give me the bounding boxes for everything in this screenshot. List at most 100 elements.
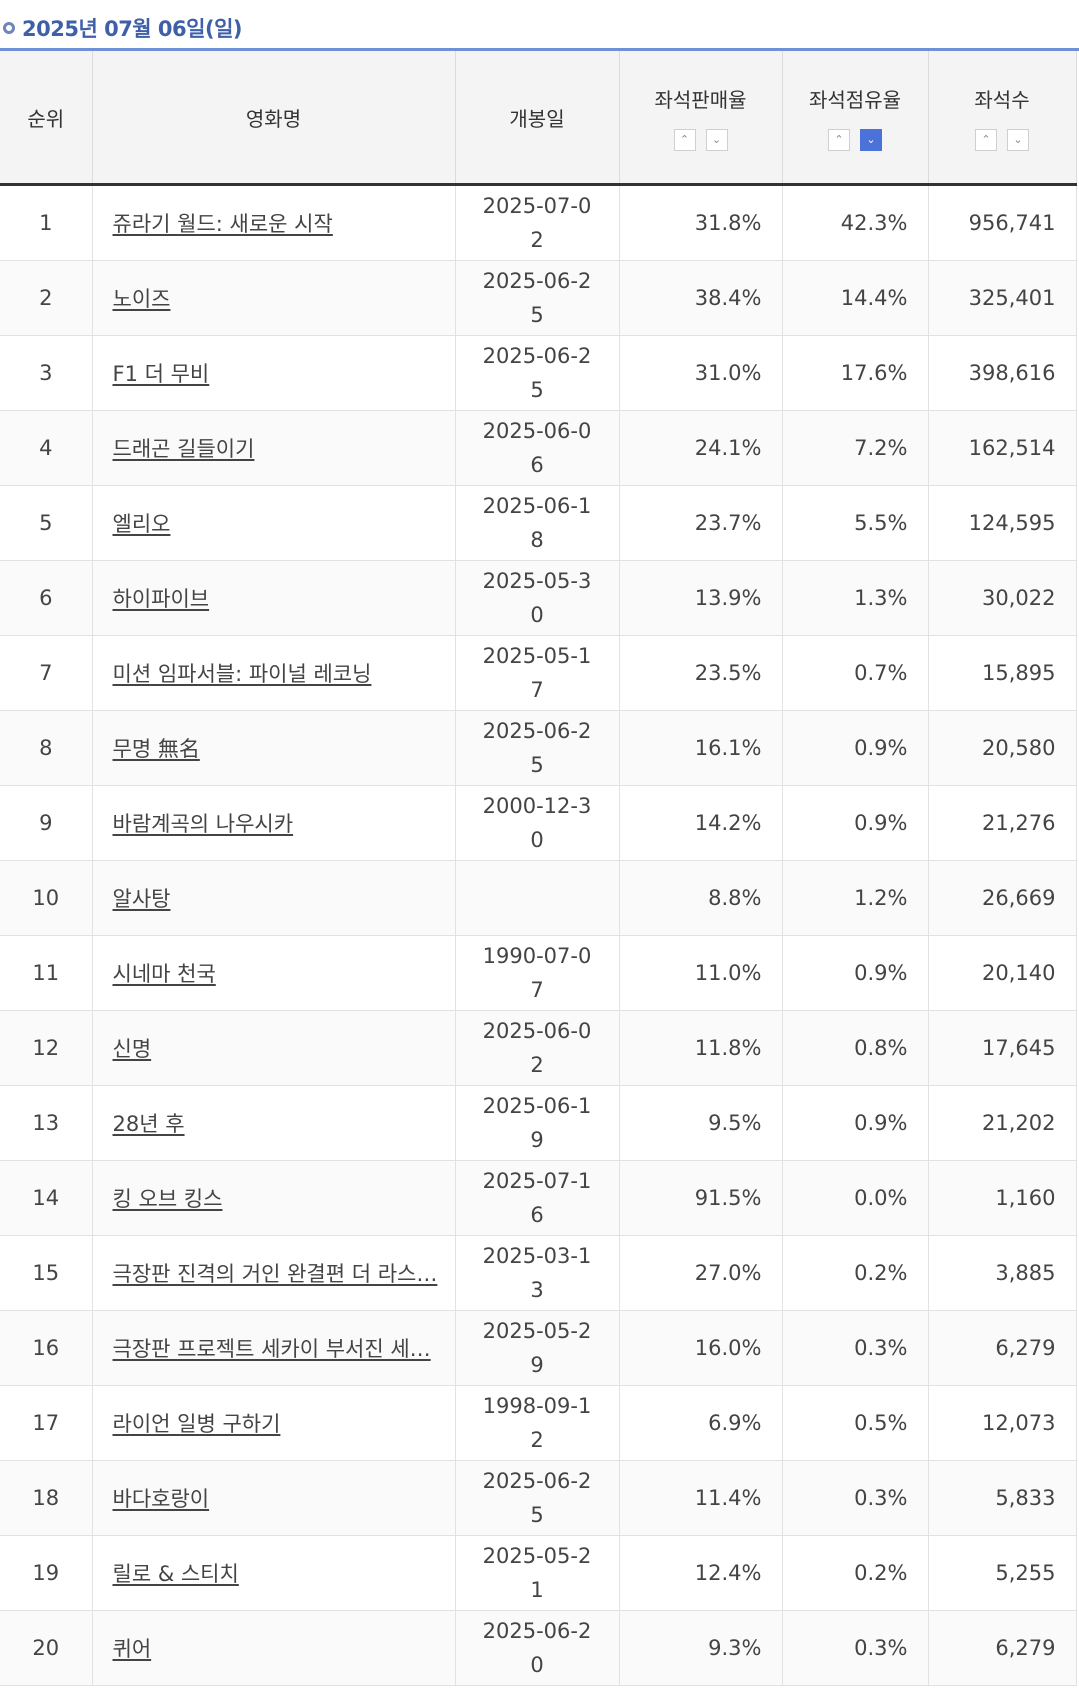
seats-cell: 26,669 [928, 860, 1077, 936]
rank-cell: 12 [0, 1010, 93, 1086]
title-cell: 엘리오 [92, 485, 456, 561]
rank-cell: 18 [0, 1460, 93, 1536]
movie-title-link[interactable]: F1 더 무비 [112, 362, 210, 386]
header-divider [0, 48, 1079, 51]
sales-rate-cell: 24.1% [619, 410, 783, 486]
sort-desc-seats-button[interactable]: ⌄ [1007, 128, 1029, 151]
chevron-down-icon: ⌄ [711, 133, 722, 146]
column-header-rank: 순위 [0, 51, 93, 186]
sales-rate-cell: 9.5% [619, 1085, 783, 1161]
seats-cell: 325,401 [928, 260, 1077, 336]
seats-cell: 956,741 [928, 184, 1077, 261]
movie-title-link[interactable]: 28년 후 [112, 1112, 185, 1136]
circle-bullet-icon [3, 22, 15, 34]
title-cell: 노이즈 [92, 260, 456, 336]
release-date-cell: 2025-06-06 [455, 410, 620, 486]
movie-title-link[interactable]: 노이즈 [112, 287, 171, 311]
seats-cell: 15,895 [928, 635, 1077, 711]
sales-rate-cell: 9.3% [619, 1610, 783, 1686]
sales-rate-cell: 14.2% [619, 785, 783, 861]
occupancy-cell: 1.3% [782, 560, 929, 636]
occupancy-cell: 0.7% [782, 635, 929, 711]
title-cell: 바람계곡의 나우시카 [92, 785, 456, 861]
title-cell: 쥬라기 월드: 새로운 시작 [92, 184, 456, 261]
occupancy-cell: 14.4% [782, 260, 929, 336]
title-cell: 라이언 일병 구하기 [92, 1385, 456, 1461]
seats-cell: 30,022 [928, 560, 1077, 636]
table-row: 16 극장판 프로젝트 세카이 부서진 세… 2025-05-29 16.0% 0.3%… [0, 1310, 1077, 1386]
sales-rate-cell: 16.0% [619, 1310, 783, 1386]
table-row: 1 쥬라기 월드: 새로운 시작 2025-07-02 31.8% 42.3% 956,7… [0, 184, 1077, 261]
boxoffice-table: 순위 영화명 개봉일 좌석판매율 ⌃ ⌄ 좌석점유율 [0, 51, 1077, 1686]
title-cell: F1 더 무비 [92, 335, 456, 411]
sort-asc-sales-button[interactable]: ⌃ [673, 128, 696, 151]
column-header-sales-rate: 좌석판매율 ⌃ ⌄ [619, 51, 783, 186]
table-row: 20 퀴어 2025-06-20 9.3% 0.3% 6,279 [0, 1610, 1077, 1686]
movie-title-link[interactable]: 하이파이브 [112, 587, 210, 611]
occupancy-cell: 0.3% [782, 1610, 929, 1686]
seats-cell: 5,255 [928, 1535, 1077, 1611]
sort-desc-sales-button[interactable]: ⌄ [705, 128, 728, 151]
seats-cell: 6,279 [928, 1310, 1077, 1386]
rank-cell: 9 [0, 785, 93, 861]
movie-title-link[interactable]: 극장판 진격의 거인 완결편 더 라스… [112, 1262, 438, 1286]
seats-cell: 20,580 [928, 710, 1077, 786]
sort-asc-occupancy-button[interactable]: ⌃ [828, 128, 850, 151]
movie-title-link[interactable]: 킹 오브 킹스 [112, 1187, 223, 1211]
movie-title-link[interactable]: 퀴어 [112, 1637, 152, 1661]
movie-title-link[interactable]: 릴로 & 스티치 [112, 1562, 239, 1586]
table-row: 5 엘리오 2025-06-18 23.7% 5.5% 124,595 [0, 485, 1077, 561]
title-cell: 시네마 천국 [92, 935, 456, 1011]
occupancy-cell: 7.2% [782, 410, 929, 486]
rank-cell: 16 [0, 1310, 93, 1386]
occupancy-cell: 0.3% [782, 1310, 929, 1386]
movie-title-link[interactable]: 바다호랑이 [112, 1487, 210, 1511]
sales-rate-cell: 11.4% [619, 1460, 783, 1536]
release-date-cell: 2025-06-25 [455, 1460, 620, 1536]
chevron-up-icon: ⌃ [834, 133, 844, 146]
rank-cell: 4 [0, 410, 93, 486]
seats-cell: 398,616 [928, 335, 1077, 411]
release-date-cell: 2025-05-17 [455, 635, 620, 711]
seats-cell: 1,160 [928, 1160, 1077, 1236]
sort-desc-occupancy-button[interactable]: ⌄ [860, 128, 882, 151]
title-cell: 극장판 진격의 거인 완결편 더 라스… [92, 1235, 456, 1311]
movie-title-link[interactable]: 쥬라기 월드: 새로운 시작 [112, 212, 333, 236]
table-row: 19 릴로 & 스티치 2025-05-21 12.4% 0.2% 5,255 [0, 1535, 1077, 1611]
release-date-cell: 1998-09-12 [455, 1385, 620, 1461]
title-cell: 극장판 프로젝트 세카이 부서진 세… [92, 1310, 456, 1386]
seats-cell: 21,276 [928, 785, 1077, 861]
movie-title-link[interactable]: 엘리오 [112, 512, 171, 536]
occupancy-cell: 5.5% [782, 485, 929, 561]
movie-title-link[interactable]: 신명 [112, 1037, 152, 1061]
movie-title-link[interactable]: 극장판 프로젝트 세카이 부서진 세… [112, 1337, 431, 1361]
sort-asc-seats-button[interactable]: ⌃ [975, 128, 997, 151]
occupancy-cell: 0.2% [782, 1235, 929, 1311]
seats-cell: 12,073 [928, 1385, 1077, 1461]
title-cell: 미션 임파서블: 파이널 레코닝 [92, 635, 456, 711]
movie-title-link[interactable]: 무명 無名 [112, 737, 200, 761]
movie-title-link[interactable]: 알사탕 [112, 887, 171, 911]
movie-title-link[interactable]: 드래곤 길들이기 [112, 437, 255, 461]
sales-rate-cell: 8.8% [619, 860, 783, 936]
occupancy-cell: 0.0% [782, 1160, 929, 1236]
occupancy-cell: 0.9% [782, 935, 929, 1011]
movie-title-link[interactable]: 라이언 일병 구하기 [112, 1412, 281, 1436]
table-row: 8 무명 無名 2025-06-25 16.1% 0.9% 20,580 [0, 710, 1077, 786]
rank-cell: 3 [0, 335, 93, 411]
rank-cell: 2 [0, 260, 93, 336]
chevron-up-icon: ⌃ [981, 133, 991, 146]
movie-title-link[interactable]: 바람계곡의 나우시카 [112, 812, 294, 836]
movie-title-link[interactable]: 미션 임파서블: 파이널 레코닝 [112, 662, 372, 686]
movie-title-link[interactable]: 시네마 천국 [112, 962, 216, 986]
rank-cell: 19 [0, 1535, 93, 1611]
sales-rate-cell: 38.4% [619, 260, 783, 336]
rank-cell: 8 [0, 710, 93, 786]
sales-rate-cell: 91.5% [619, 1160, 783, 1236]
title-cell: 퀴어 [92, 1610, 456, 1686]
sales-rate-cell: 31.0% [619, 335, 783, 411]
release-date-cell: 2025-06-18 [455, 485, 620, 561]
release-date-cell: 1990-07-07 [455, 935, 620, 1011]
occupancy-cell: 0.9% [782, 1085, 929, 1161]
rank-cell: 7 [0, 635, 93, 711]
